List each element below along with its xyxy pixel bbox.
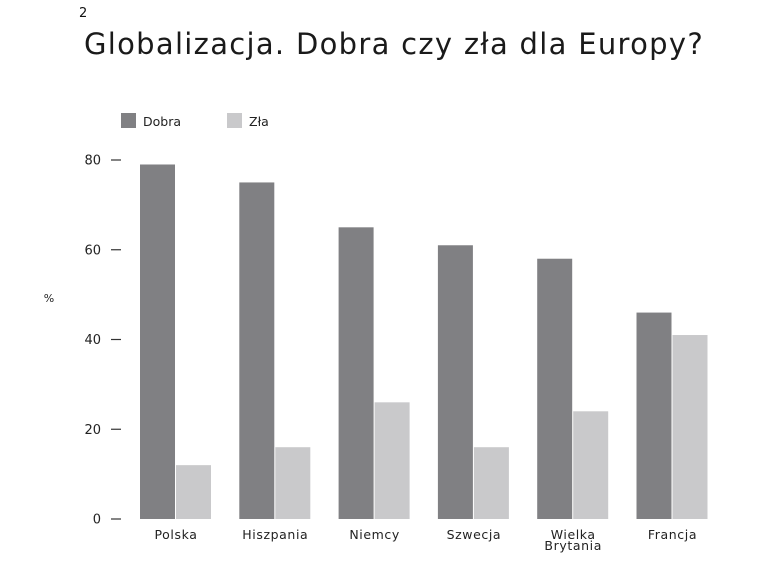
legend-swatch bbox=[227, 113, 242, 128]
bar-dobra-3 bbox=[437, 245, 473, 519]
bar-zła-5 bbox=[672, 335, 708, 519]
y-tick-label: 0 bbox=[93, 513, 101, 528]
y-tick-label: 80 bbox=[84, 154, 101, 169]
bars bbox=[140, 164, 708, 520]
chart-title: Globalizacja. Dobra czy zła dla Europy? bbox=[84, 27, 705, 61]
category-label: Francja bbox=[648, 527, 697, 542]
legend-label: Dobra bbox=[143, 114, 181, 129]
legend-label: Zła bbox=[249, 114, 269, 129]
figure-number: 2 bbox=[79, 6, 88, 21]
category-label: Niemcy bbox=[349, 527, 400, 542]
y-axis: 0 20 40 60 80% bbox=[44, 154, 121, 528]
bar-zła-4 bbox=[573, 411, 609, 519]
y-tick-label: 40 bbox=[84, 333, 101, 348]
x-axis-labels: Polska Hiszpania Niemcy Szwecja Wielka Brytan… bbox=[154, 527, 697, 553]
legend: Dobra Zła bbox=[121, 113, 269, 129]
bar-dobra-0 bbox=[140, 164, 175, 520]
category-label: Polska bbox=[154, 527, 197, 542]
category-label: Szwecja bbox=[447, 527, 502, 542]
bar-dobra-1 bbox=[239, 182, 275, 519]
y-tick-label: 20 bbox=[84, 423, 101, 438]
bar-dobra-4 bbox=[537, 258, 573, 519]
legend-swatch bbox=[121, 113, 136, 128]
bar-zła-1 bbox=[275, 447, 311, 519]
bar-zła-0 bbox=[176, 465, 211, 519]
y-axis-label: % bbox=[44, 292, 54, 305]
bar-zła-2 bbox=[374, 402, 410, 519]
category-label: Hiszpania bbox=[242, 527, 308, 542]
bar-dobra-5 bbox=[636, 312, 672, 519]
y-tick-label: 60 bbox=[84, 243, 101, 258]
bar-dobra-2 bbox=[338, 227, 374, 519]
category-label: Wielka Brytania bbox=[544, 527, 602, 553]
bar-zła-3 bbox=[473, 447, 509, 519]
